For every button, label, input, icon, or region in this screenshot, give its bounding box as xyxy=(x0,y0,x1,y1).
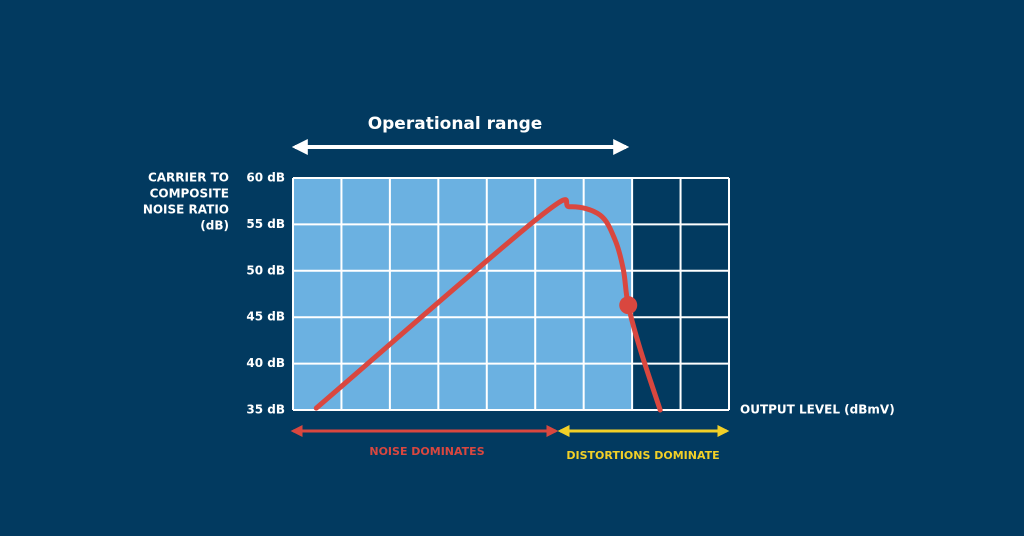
y-label-line: (dB) xyxy=(200,219,229,233)
y-tick-label: 50 dB xyxy=(246,263,285,277)
operating-point xyxy=(619,296,638,315)
y-tick-label: 55 dB xyxy=(246,217,285,231)
annotation: DISTORTIONS DOMINATE xyxy=(566,449,719,462)
chart-title: Operational range xyxy=(368,114,543,134)
y-tick-label: 40 dB xyxy=(246,356,285,370)
annotation: NOISE DOMINATES xyxy=(369,445,484,458)
line xyxy=(313,197,663,413)
y-tick-label: 45 dB xyxy=(246,310,285,324)
y-label-line: COMPOSITE xyxy=(150,187,229,201)
y-tick-label: 60 dB xyxy=(246,171,285,185)
x-axis-label: OUTPUT LEVEL (dBmV) xyxy=(740,403,895,417)
y-axis-label: CARRIER TO COMPOSITE NOISE RATIO (dB) xyxy=(143,171,229,233)
y-label-line: CARRIER TO xyxy=(148,171,229,185)
y-label-line: NOISE RATIO xyxy=(143,203,229,217)
y-tick-label: 35 dB xyxy=(246,403,285,417)
operational-region xyxy=(293,178,632,410)
